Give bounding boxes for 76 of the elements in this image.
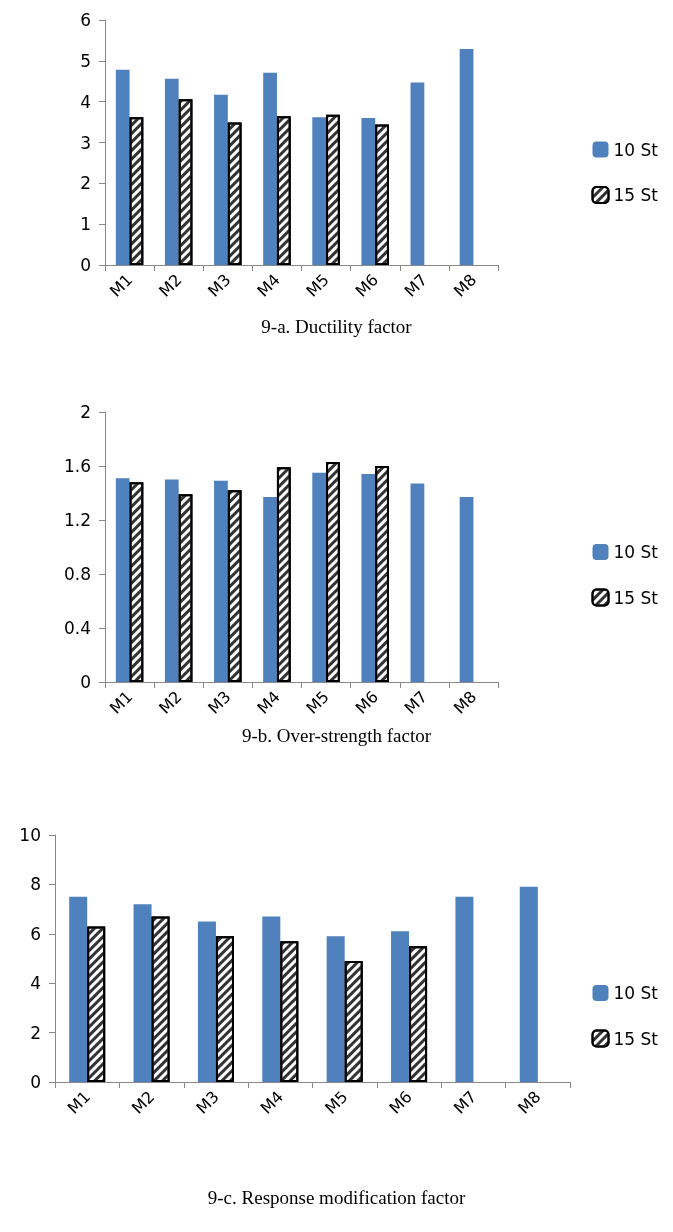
- y-tick-label: 4: [30, 973, 41, 994]
- bar: [459, 48, 474, 265]
- x-tick-label: M4: [256, 1087, 288, 1118]
- x-tick-label: M5: [302, 270, 333, 301]
- bar: [164, 78, 179, 265]
- bar: [361, 474, 376, 682]
- bar: [133, 904, 152, 1082]
- y-tick-label: 6: [80, 10, 91, 30]
- x-tick-label: M1: [105, 270, 137, 301]
- x-tick-label: M2: [155, 687, 186, 718]
- y-tick-label: 5: [80, 50, 91, 71]
- y-tick-label: 10: [19, 825, 41, 845]
- y-tick-label: 2: [80, 173, 91, 194]
- text: 9-c. Response modification factor: [207, 1187, 466, 1208]
- y-tick-label: 6: [30, 923, 41, 944]
- bar: [263, 497, 277, 682]
- x-tick-label: M3: [192, 1087, 223, 1118]
- x-tick-label: M3: [204, 270, 235, 301]
- bar: [459, 497, 474, 682]
- bar: [410, 483, 425, 682]
- x-tick-label: M4: [253, 687, 284, 718]
- x-tick-label: M3: [204, 687, 235, 718]
- x-tick-label: M6: [351, 687, 382, 718]
- x-tick-label: M5: [302, 687, 333, 718]
- y-tick-label: 0: [30, 1072, 41, 1092]
- bar: [326, 936, 345, 1082]
- x-tick-label: M8: [514, 1087, 545, 1118]
- x-tick-label: M4: [253, 270, 284, 301]
- bar: [197, 921, 216, 1082]
- x-tick-label: M2: [155, 270, 186, 301]
- y-tick-label: 2: [30, 1022, 41, 1043]
- legend-label: 15 St: [613, 587, 659, 608]
- bar: [455, 896, 474, 1082]
- bar: [312, 472, 327, 682]
- bar: [519, 886, 538, 1082]
- x-tick-label: M6: [385, 1087, 416, 1118]
- legend-label: 15 St: [613, 185, 659, 205]
- bar: [312, 117, 327, 265]
- y-tick-label: 2: [80, 402, 91, 422]
- x-tick-label: M7: [449, 1087, 481, 1118]
- bar: [263, 72, 277, 265]
- bar: [214, 480, 228, 682]
- bar: [115, 478, 130, 682]
- x-tick-label: M1: [63, 1087, 94, 1118]
- x-tick-label: M8: [449, 270, 481, 301]
- text: 9-b. Over-strength factor: [241, 725, 432, 746]
- bar: [214, 94, 228, 265]
- y-tick-label: 1.6: [63, 456, 91, 476]
- x-tick-label: M7: [400, 270, 432, 301]
- x-tick-label: M6: [351, 270, 382, 301]
- legend-label: 10 St: [613, 139, 659, 160]
- y-tick-label: 1.2: [63, 510, 91, 530]
- bar: [262, 916, 281, 1082]
- x-tick-label: M5: [321, 1087, 352, 1118]
- legend-label: 10 St: [613, 983, 659, 1003]
- text: 9-a. Ductility factor: [261, 316, 413, 337]
- y-tick-label: 1: [80, 214, 91, 235]
- y-tick-label: 4: [80, 91, 91, 112]
- bar: [391, 931, 410, 1082]
- y-tick-label: 0.4: [63, 618, 91, 638]
- x-tick-label: M8: [449, 687, 481, 718]
- y-tick-label: 3: [80, 132, 91, 153]
- y-tick-label: 0: [80, 672, 91, 692]
- y-tick-label: 8: [30, 874, 41, 895]
- bar: [69, 896, 88, 1082]
- bar: [115, 69, 130, 265]
- bar: [361, 118, 376, 265]
- legend-label: 15 St: [613, 1028, 659, 1049]
- bar: [410, 82, 425, 265]
- y-tick-label: 0: [80, 255, 91, 275]
- x-tick-label: M2: [127, 1087, 159, 1118]
- bar: [164, 479, 179, 682]
- x-tick-label: M1: [105, 687, 137, 718]
- legend-label: 10 St: [613, 542, 659, 562]
- x-tick-label: M7: [400, 687, 432, 718]
- y-tick-label: 0.8: [63, 564, 91, 584]
